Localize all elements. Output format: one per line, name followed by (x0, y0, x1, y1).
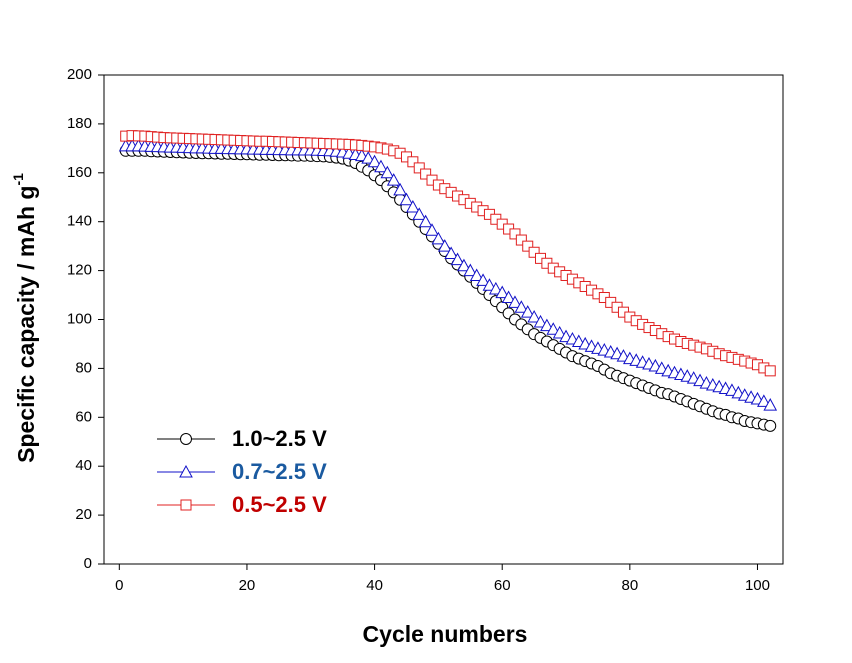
marker-triangle (412, 207, 427, 220)
marker-triangle (520, 305, 535, 318)
x-tick-label: 0 (115, 577, 123, 594)
y-tick-label: 140 (67, 213, 92, 230)
marker-triangle (463, 263, 478, 277)
marker-triangle (457, 258, 471, 272)
y-tick-label: 80 (75, 359, 92, 376)
marker-triangle (501, 290, 516, 303)
marker-triangle (546, 322, 561, 335)
y-tick-label: 100 (67, 310, 92, 327)
marker-triangle (514, 300, 529, 313)
marker-triangle (552, 325, 567, 339)
marker-triangle (380, 165, 395, 179)
marker-square (413, 162, 425, 174)
marker-triangle (533, 314, 548, 328)
marker-triangle (393, 182, 407, 196)
marker-triangle (757, 394, 771, 407)
marker-triangle (367, 154, 382, 168)
marker-triangle (431, 231, 446, 245)
y-axis-label-sup: -1 (10, 173, 26, 186)
marker-triangle (450, 252, 465, 266)
marker-square (528, 246, 540, 258)
marker-triangle (495, 285, 510, 299)
x-tick-label: 100 (745, 577, 770, 594)
marker-triangle (437, 239, 452, 252)
marker-square (420, 168, 432, 180)
y-tick-label: 0 (84, 555, 92, 572)
y-tick-label: 20 (75, 506, 92, 523)
x-tick-label: 60 (494, 577, 511, 594)
x-tick-label: 80 (621, 577, 638, 594)
marker-square (515, 234, 527, 246)
legend-label: 1.0~2.5 V (232, 426, 327, 451)
y-tick-label: 200 (67, 66, 92, 83)
marker-triangle (418, 214, 433, 228)
marker-square (407, 156, 419, 168)
marker-circle (180, 433, 192, 445)
marker-triangle (374, 159, 388, 173)
marker-square (509, 228, 521, 240)
legend-label: 0.5~2.5 V (232, 492, 327, 517)
marker-triangle (399, 192, 414, 206)
marker-triangle (508, 295, 522, 308)
marker-triangle (540, 318, 554, 332)
marker-triangle (406, 199, 420, 213)
marker-triangle (361, 151, 376, 164)
marker-triangle (488, 281, 503, 295)
y-axis-label: Specific capacity / mAh g-1 (10, 173, 39, 463)
marker-triangle (425, 223, 439, 236)
marker-triangle (386, 173, 401, 186)
legend-label: 0.7~2.5 V (232, 459, 327, 484)
marker-triangle (527, 310, 541, 323)
marker-square (180, 499, 192, 511)
marker-triangle (469, 268, 484, 281)
x-tick-label: 20 (239, 577, 256, 594)
marker-square (522, 240, 534, 252)
x-tick-label: 40 (366, 577, 383, 594)
marker-triangle (476, 273, 490, 286)
y-tick-label: 40 (75, 457, 92, 474)
y-tick-label: 180 (67, 115, 92, 132)
x-axis-label: Cycle numbers (363, 621, 528, 647)
marker-circle (764, 419, 777, 432)
y-tick-label: 60 (75, 408, 92, 425)
y-tick-label: 160 (67, 164, 92, 181)
marker-triangle (482, 278, 497, 291)
marker-square (764, 365, 776, 377)
y-axis-label-text: Specific capacity / mAh g (13, 186, 39, 463)
marker-triangle (763, 398, 778, 411)
marker-triangle (179, 464, 193, 478)
y-tick-label: 120 (67, 262, 92, 279)
marker-triangle (444, 246, 459, 259)
